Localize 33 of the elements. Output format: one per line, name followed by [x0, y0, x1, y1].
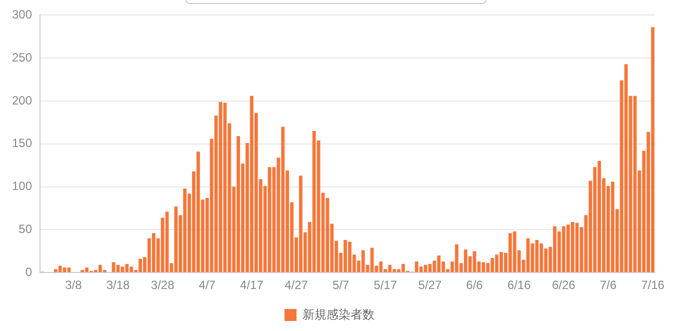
x-tick-label: 6/26	[552, 278, 576, 292]
x-tick-label: 3/28	[150, 278, 175, 292]
y-tick-label: 50	[18, 222, 32, 236]
y-tick-label: 250	[12, 50, 32, 64]
y-tick-label: 150	[12, 136, 32, 150]
x-tick-label: 4/7	[198, 278, 216, 292]
bar	[125, 264, 129, 272]
bar	[312, 131, 316, 272]
y-tick-label: 100	[12, 179, 32, 194]
bar	[112, 262, 116, 272]
x-tick-label: 3/18	[106, 278, 130, 292]
y-tick-label: 200	[12, 93, 32, 108]
bar	[379, 261, 383, 272]
bar	[58, 266, 62, 272]
x-tick-label: 5/17	[374, 278, 398, 292]
x-tick-label: 7/16	[641, 278, 665, 292]
x-tick-label: 6/6	[466, 278, 484, 292]
x-tick-label: 7/6	[600, 278, 617, 292]
bar	[414, 261, 418, 272]
bar	[633, 96, 637, 272]
x-tick-label: 4/27	[284, 278, 308, 292]
legend-label: 新規感染者数	[302, 307, 374, 322]
y-tick-label: 0	[25, 264, 32, 279]
x-tick-label: 6/16	[507, 278, 532, 292]
x-tick-label: 5/7	[332, 278, 350, 292]
x-tick-label: 3/8	[65, 278, 82, 292]
y-tick-label: 300	[12, 8, 32, 22]
bar	[428, 264, 432, 272]
bar	[482, 262, 486, 272]
bar	[174, 206, 178, 272]
bar	[570, 222, 574, 272]
x-tick-label: 4/17	[240, 278, 264, 292]
x-tick-label: 5/27	[418, 278, 442, 292]
